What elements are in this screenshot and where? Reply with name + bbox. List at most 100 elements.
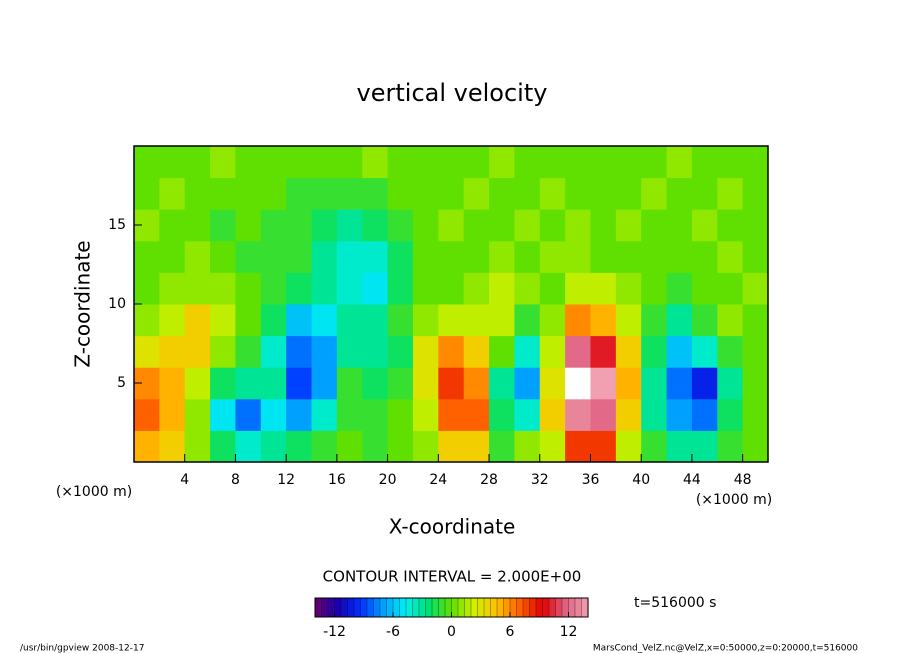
heat-cell: [286, 398, 313, 431]
heat-cell: [412, 240, 439, 273]
heat-cell: [134, 272, 160, 305]
heat-cell: [717, 430, 744, 463]
heat-cell: [691, 272, 718, 305]
heat-cell: [387, 177, 414, 210]
heat-cell: [184, 398, 211, 431]
colorbar-swatch: [555, 597, 563, 618]
heat-cell: [463, 146, 490, 179]
heat-cell: [210, 209, 236, 242]
heat-cell: [666, 146, 693, 179]
x-tick-label: 4: [180, 472, 189, 488]
heat-cell: [362, 272, 389, 305]
heat-cell: [742, 240, 769, 273]
heat-cell: [235, 272, 262, 305]
heat-cell: [514, 240, 541, 273]
heat-cell: [590, 177, 617, 210]
heat-cell: [311, 304, 338, 337]
x-tick-label: 48: [734, 472, 752, 488]
heat-cell: [717, 209, 744, 242]
heat-cell: [641, 146, 668, 179]
heat-cell: [742, 177, 769, 210]
heat-cell: [742, 430, 769, 463]
colorbar-swatch: [464, 597, 472, 618]
colorbar-swatch: [483, 597, 492, 618]
heat-cell: [387, 272, 414, 305]
heat-cell: [489, 177, 515, 210]
heat-cell: [463, 240, 490, 273]
heat-cell: [742, 304, 769, 337]
heat-cell: [210, 398, 236, 431]
heat-cell: [590, 398, 617, 431]
colorbar-swatch: [438, 597, 446, 618]
heat-cell: [311, 146, 338, 179]
colorbar-swatch: [321, 597, 329, 618]
heat-cell: [387, 430, 414, 463]
colorbar-swatch: [509, 597, 518, 618]
colorbar-swatch: [392, 597, 401, 618]
heat-cell: [412, 304, 439, 337]
heat-cell: [691, 209, 718, 242]
heat-cell: [438, 146, 465, 179]
colorbar-swatch: [379, 597, 388, 618]
heat-cell: [514, 430, 541, 463]
colorbar-swatch: [360, 597, 368, 618]
colorbar-tick-label: 12: [560, 624, 578, 640]
heat-cell: [463, 398, 490, 431]
heat-cell: [260, 272, 287, 305]
heat-cell: [134, 398, 160, 431]
colorbar-swatch: [535, 597, 544, 618]
heat-cell: [539, 398, 566, 431]
heat-cell: [565, 272, 591, 305]
heat-cell: [641, 430, 668, 463]
x-tick-label: 8: [231, 472, 240, 488]
colorbar-swatch: [314, 597, 323, 618]
heat-cell: [210, 146, 236, 179]
colorbar-swatch: [334, 597, 342, 618]
heat-cell: [565, 335, 591, 368]
heat-cell: [286, 430, 313, 463]
heat-cell: [666, 240, 693, 273]
heat-cell: [438, 430, 465, 463]
heat-cell: [691, 430, 718, 463]
heat-cell: [489, 146, 515, 179]
heat-cell: [641, 177, 668, 210]
heat-cell: [489, 398, 515, 431]
heat-cell: [514, 272, 541, 305]
heat-cell: [286, 146, 313, 179]
heat-cell: [235, 146, 262, 179]
heat-cell: [489, 209, 515, 242]
heat-cell: [641, 367, 668, 400]
heat-cell: [565, 209, 591, 242]
heat-cell: [641, 335, 668, 368]
x-tick-label: 40: [632, 472, 650, 488]
heat-cell: [387, 240, 414, 273]
heat-cell: [717, 398, 744, 431]
heat-cell: [387, 367, 414, 400]
colorbar-swatch: [405, 597, 414, 618]
heat-cell: [590, 209, 617, 242]
heat-cell: [463, 430, 490, 463]
heat-cell: [286, 177, 313, 210]
heat-cell: [184, 177, 211, 210]
heat-cell: [641, 398, 668, 431]
heat-cell: [463, 367, 490, 400]
heat-cell: [666, 367, 693, 400]
heat-cell: [615, 209, 642, 242]
heat-cell: [438, 209, 465, 242]
heat-cell: [412, 430, 439, 463]
footer-right: MarsCond_VelZ.nc@VelZ,x=0:50000,z=0:2000…: [593, 644, 858, 654]
colorbar-swatch: [542, 597, 550, 618]
heat-cell: [184, 304, 211, 337]
heat-cell: [590, 146, 617, 179]
heat-cell: [412, 146, 439, 179]
colorbar-swatch: [418, 597, 427, 618]
heat-cell: [134, 177, 160, 210]
heat-cell: [514, 304, 541, 337]
heat-cell: [691, 177, 718, 210]
y-tick-label: 10: [108, 296, 126, 312]
heat-cell: [514, 146, 541, 179]
colorbar-swatch: [373, 597, 381, 618]
heat-cell: [717, 367, 744, 400]
heat-cell: [539, 430, 566, 463]
